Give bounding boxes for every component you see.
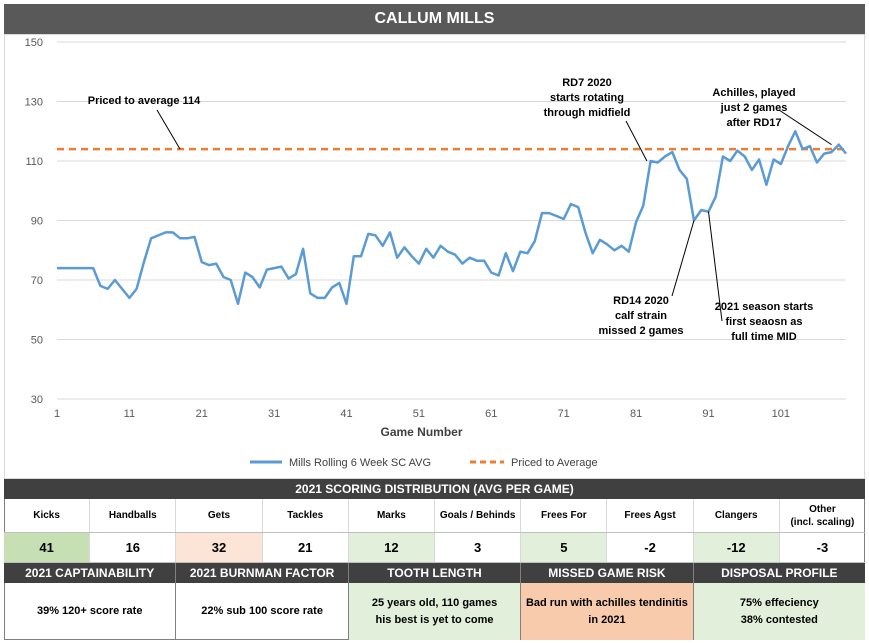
- annotation-text: Priced to average 114: [88, 95, 201, 107]
- label-handballs: Handballs: [90, 499, 177, 532]
- x-tick-label: 71: [558, 408, 570, 420]
- distribution-labels-row: Kicks Handballs Gets Tackles Marks Goals…: [4, 499, 865, 533]
- x-tick-label: 31: [268, 408, 280, 420]
- x-tick-label: 101: [772, 408, 790, 420]
- note-captainability: 39% 120+ score rate: [4, 583, 177, 640]
- x-tick-label: 11: [124, 408, 135, 420]
- y-tick-label: 50: [31, 335, 43, 347]
- label-tackles: Tackles: [263, 499, 349, 532]
- chart-border: [4, 34, 865, 479]
- note-burnman-factor: 22% sub 100 score rate: [176, 583, 349, 640]
- annotation-arrow: [778, 109, 832, 146]
- x-tick-label: 51: [413, 408, 425, 420]
- distribution-values-row: 41 16 32 21 12 3 5 -2 -12 -3: [4, 533, 865, 563]
- label-clangers: Clangers: [694, 499, 780, 532]
- label-other: Other (incl. scaling): [790, 503, 855, 528]
- legend-label-rolling-avg: Mills Rolling 6 Week SC AVG: [289, 457, 431, 469]
- page-title: CALLUM MILLS: [4, 4, 865, 34]
- distribution-header: 2021 SCORING DISTRIBUTION (AVG PER GAME): [4, 479, 865, 499]
- value-gets: 32: [176, 533, 263, 562]
- header-captainability: 2021 CAPTAINABILITY: [4, 563, 177, 583]
- label-frees-agst: Frees Agst: [607, 499, 694, 532]
- value-tackles: 21: [263, 533, 349, 562]
- annotation-text: 2021 season starts: [715, 301, 813, 313]
- annotation-text: RD7 2020: [562, 77, 612, 89]
- y-tick-label: 150: [25, 37, 43, 49]
- annotation-arrow: [156, 109, 181, 150]
- x-axis-label: Game Number: [380, 425, 462, 439]
- x-tick-label: 61: [485, 408, 497, 420]
- annotation-text: full time MID: [731, 331, 796, 343]
- value-clangers: -12: [693, 533, 780, 562]
- y-tick-label: 30: [31, 394, 43, 406]
- annotation-text: starts rotating: [550, 92, 624, 104]
- label-goals-behinds: Goals / Behinds: [435, 499, 522, 532]
- label-marks: Marks: [349, 499, 436, 532]
- y-tick-label: 110: [25, 156, 43, 168]
- value-frees-for: 5: [521, 533, 608, 562]
- header-burnman-factor: 2021 BURNMAN FACTOR: [176, 563, 349, 583]
- annotation-text: after RD17: [726, 117, 781, 129]
- series-rolling-avg-line: [57, 130, 847, 306]
- label-frees-for: Frees For: [521, 499, 608, 532]
- label-gets: Gets: [176, 499, 263, 532]
- summary-notes-row: 39% 120+ score rate 22% sub 100 score ra…: [4, 583, 866, 640]
- note-tooth-length: 25 years old, 110 games his best is yet …: [348, 583, 522, 640]
- y-tick-label: 90: [31, 216, 43, 228]
- x-tick-label: 41: [340, 408, 352, 420]
- note-disposal-profile: 75% effeciency 38% contested: [693, 583, 866, 640]
- summary-headers-row: 2021 CAPTAINABILITY 2021 BURNMAN FACTOR …: [4, 563, 865, 583]
- x-tick-label: 1: [54, 408, 60, 420]
- header-tooth-length: TOOTH LENGTH: [349, 563, 522, 583]
- value-marks: 12: [348, 533, 436, 562]
- header-disposal-profile: DISPOSAL PROFILE: [721, 566, 838, 580]
- value-frees-agst: -2: [607, 533, 694, 562]
- annotation-text: RD14 2020: [613, 295, 669, 307]
- annotation-arrow: [671, 220, 695, 297]
- value-handballs: 16: [90, 533, 177, 562]
- x-tick-label: 91: [702, 408, 714, 420]
- annotation-text: Achilles, played: [712, 87, 795, 99]
- note-missed-game-risk: Bad run with achilles tendinitis in 2021: [521, 583, 694, 640]
- label-kicks: Kicks: [4, 499, 91, 532]
- annotation-text: missed 2 games: [599, 325, 684, 337]
- legend-label-priced: Priced to Average: [511, 457, 598, 469]
- annotation-text: calf strain: [615, 310, 667, 322]
- annotation-arrow: [625, 120, 648, 162]
- header-missed-game-risk: MISSED GAME RISK: [521, 563, 694, 583]
- annotation-text: through midfield: [544, 107, 631, 119]
- annotation-text: first seaosn as: [725, 316, 802, 328]
- x-tick-label: 81: [630, 408, 642, 420]
- value-goals-behinds: 3: [435, 533, 522, 562]
- x-tick-label: 21: [196, 408, 208, 420]
- annotation-arrow: [707, 211, 723, 322]
- y-tick-label: 130: [25, 97, 43, 109]
- annotation-text: just 2 games: [720, 102, 788, 114]
- value-kicks: 41: [4, 533, 91, 562]
- y-tick-label: 70: [31, 275, 43, 287]
- value-other: -3: [816, 540, 829, 555]
